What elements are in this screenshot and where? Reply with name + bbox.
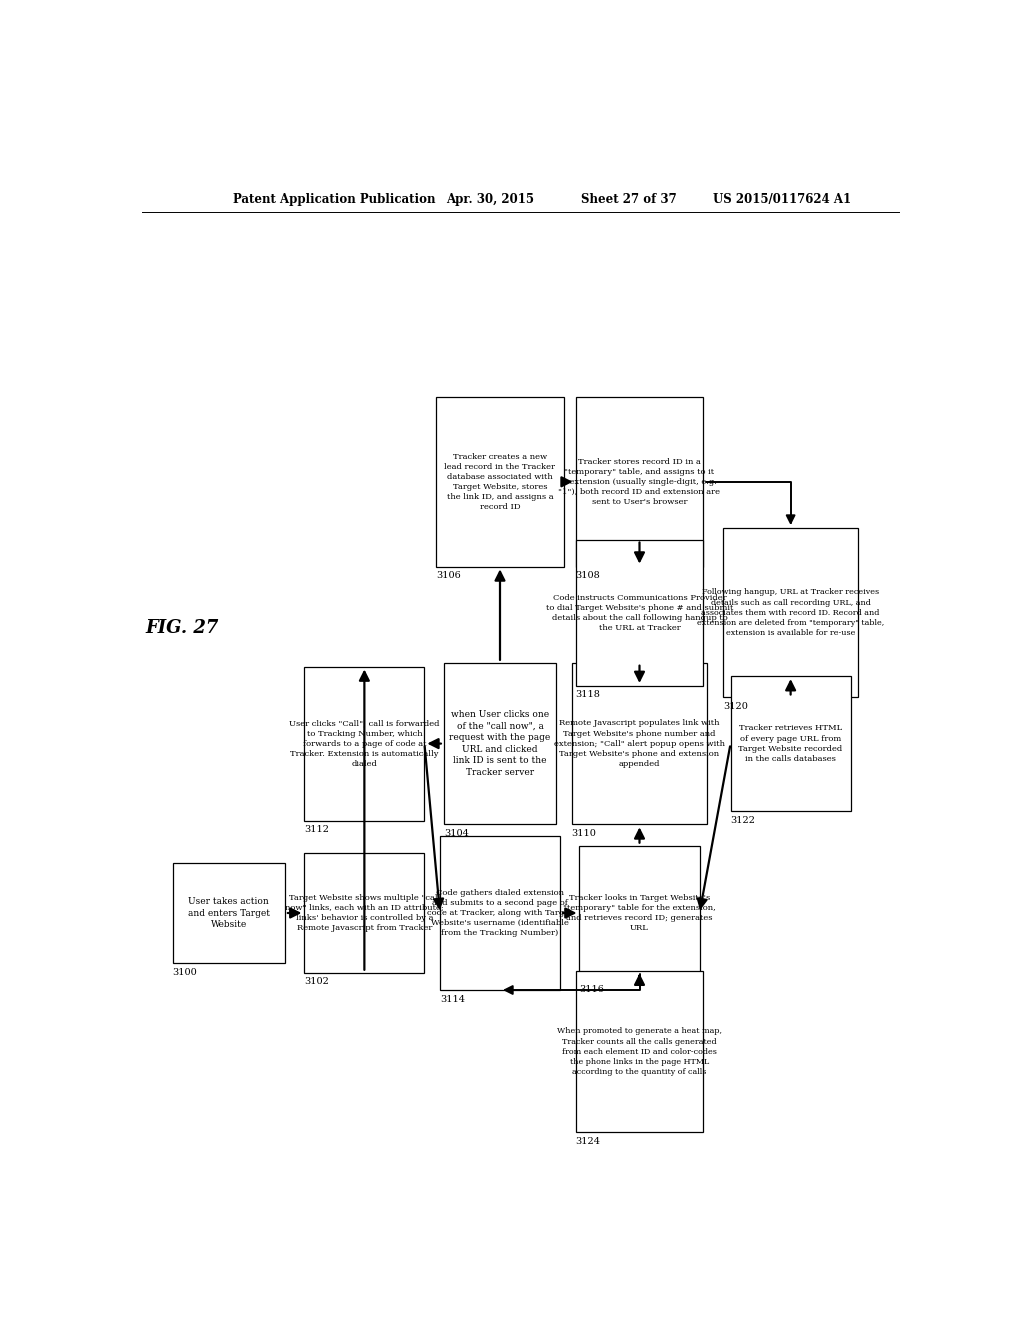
- FancyBboxPatch shape: [440, 836, 560, 990]
- Text: Tracker stores record ID in a
"temporary" table, and assigns to it
a extension (: Tracker stores record ID in a "temporary…: [558, 458, 721, 506]
- Text: Remote Javascript populates link with
Target Website's phone number and
extensio: Remote Javascript populates link with Ta…: [554, 719, 725, 768]
- Text: When promoted to generate a heat map,
Tracker counts all the calls generated
fro: When promoted to generate a heat map, Tr…: [557, 1027, 722, 1076]
- Text: Sheet 27 of 37: Sheet 27 of 37: [582, 193, 677, 206]
- Text: US 2015/0117624 A1: US 2015/0117624 A1: [713, 193, 851, 206]
- Text: 3104: 3104: [443, 829, 469, 838]
- FancyBboxPatch shape: [304, 667, 424, 821]
- Text: 3120: 3120: [723, 702, 748, 711]
- Text: Tracker creates a new
lead record in the Tracker
database associated with
Target: Tracker creates a new lead record in the…: [444, 453, 555, 511]
- FancyBboxPatch shape: [304, 853, 424, 973]
- Text: 3124: 3124: [575, 1137, 600, 1146]
- Text: Target Website shows multiple "call
now" links, each with an ID attribute;
links: Target Website shows multiple "call now"…: [285, 894, 443, 932]
- Text: Code gathers dialed extension
and submits to a second page of
code at Tracker, a: Code gathers dialed extension and submit…: [427, 888, 572, 937]
- Text: FIG. 27: FIG. 27: [145, 619, 218, 638]
- Text: Tracker retrieves HTML
of every page URL from
Target Website recorded
in the cal: Tracker retrieves HTML of every page URL…: [738, 725, 843, 763]
- Text: 3102: 3102: [304, 977, 329, 986]
- Text: Tracker looks in Target Website's
"temporary" table for the extension,
and retri: Tracker looks in Target Website's "tempo…: [563, 894, 716, 932]
- FancyBboxPatch shape: [730, 676, 851, 810]
- Text: 3112: 3112: [304, 825, 330, 834]
- Text: User clicks "Call"; call is forwarded
to Tracking Number, which
forwards to a pa: User clicks "Call"; call is forwarded to…: [289, 719, 439, 768]
- Text: 3100: 3100: [173, 968, 198, 977]
- FancyBboxPatch shape: [443, 663, 556, 825]
- FancyBboxPatch shape: [571, 663, 708, 825]
- Text: User takes action
and enters Target
Website: User takes action and enters Target Webs…: [187, 898, 269, 929]
- FancyBboxPatch shape: [723, 528, 858, 697]
- Text: 3108: 3108: [575, 572, 600, 579]
- FancyBboxPatch shape: [575, 540, 703, 686]
- FancyBboxPatch shape: [436, 397, 564, 566]
- Text: 3110: 3110: [571, 829, 597, 838]
- Text: Code instructs Communications Provider
to dial Target Website's phone # and subm: Code instructs Communications Provider t…: [546, 594, 733, 632]
- FancyBboxPatch shape: [575, 970, 703, 1133]
- Text: 3122: 3122: [730, 816, 756, 825]
- FancyBboxPatch shape: [173, 863, 285, 964]
- Text: 3114: 3114: [440, 995, 465, 1003]
- Text: when User clicks one
of the "call now", a
request with the page
URL and clicked
: when User clicks one of the "call now", …: [450, 710, 551, 776]
- FancyBboxPatch shape: [575, 397, 703, 566]
- Text: Apr. 30, 2015: Apr. 30, 2015: [445, 193, 534, 206]
- Text: 3106: 3106: [436, 572, 461, 579]
- Text: 3116: 3116: [580, 985, 604, 994]
- Text: Patent Application Publication: Patent Application Publication: [232, 193, 435, 206]
- FancyBboxPatch shape: [580, 846, 699, 981]
- Text: Following hangup, URL at Tracker receives
details such as call recording URL, an: Following hangup, URL at Tracker receive…: [697, 589, 885, 638]
- Text: 3118: 3118: [575, 690, 600, 700]
